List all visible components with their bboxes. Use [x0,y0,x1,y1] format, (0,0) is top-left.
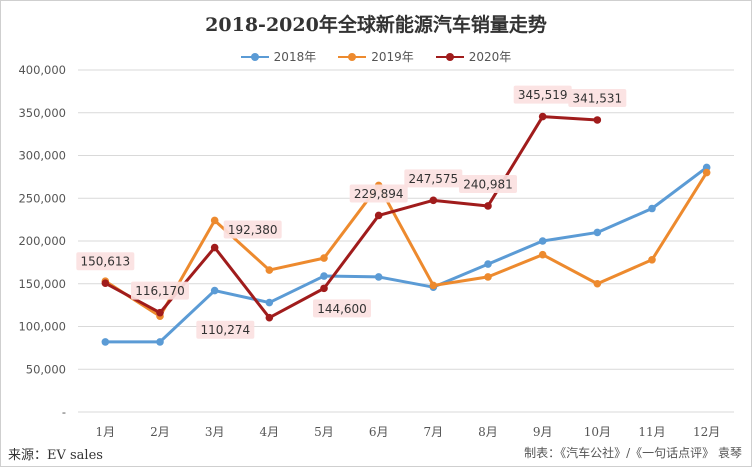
source-note: 来源：EV sales [8,448,103,463]
data-label: 240,981 [463,177,513,191]
x-tick-label: 3月 [205,425,225,439]
data-label-box [459,174,517,193]
data-point [210,216,219,225]
data-label-box [196,320,255,339]
data-label: 116,170 [135,284,185,298]
x-tick-label: 7月 [424,425,444,439]
data-point [101,338,110,346]
data-point [429,196,438,205]
data-label-box [349,184,408,203]
x-tick-label: 5月 [314,425,334,439]
data-label-box [313,299,371,318]
legend-swatch [338,51,367,63]
data-label: 229,894 [354,187,404,201]
legend-label: 2019年 [371,50,414,64]
data-label: 345,519 [518,88,568,102]
x-tick-label: 1月 [96,425,116,439]
data-point [538,250,547,259]
data-point [648,204,656,213]
data-point [101,279,110,288]
data-point [320,254,328,262]
x-tick-label: 9月 [533,425,553,439]
y-tick-label: 50,000 [26,362,66,376]
data-point [156,338,164,346]
credit-note: 制表：《汽车公社》/《一句话点评》 袁琴 [524,446,742,460]
data-label-box [131,281,189,300]
data-label-box [568,88,627,107]
x-tick-label: 6月 [369,425,389,439]
data-point [538,112,547,121]
data-point [702,168,711,177]
x-tick-label: 4月 [260,425,280,439]
data-point [374,211,383,220]
data-point [265,313,274,322]
y-tick-label: 200,000 [18,234,66,248]
legend-item: 2020年 [435,48,512,65]
legend-label: 2018年 [273,50,317,64]
data-label: 247,575 [409,172,459,186]
data-point [374,273,383,281]
chart-legend: 2018年 2019年 2020年 [0,48,752,65]
data-point [593,279,602,288]
x-tick-label: 10月 [584,425,611,439]
x-tick-label: 8月 [478,425,498,439]
data-label-box [223,220,282,239]
data-point [320,272,328,280]
data-label-box [76,252,135,271]
data-label-box [513,85,572,104]
data-label: 144,600 [317,302,367,316]
data-point [538,237,547,245]
legend-label: 2020年 [468,50,512,64]
data-label: 150,613 [81,255,131,269]
y-tick-label: 300,000 [18,149,66,163]
y-tick-label: 350,000 [18,106,66,120]
y-tick-label: 400,000 [18,63,66,77]
legend-swatch [435,51,464,63]
y-tick-label: 150,000 [18,277,66,291]
y-tick-label: 250,000 [18,191,66,205]
x-tick-label: 2月 [150,425,170,439]
data-point [593,228,602,237]
data-point [648,256,656,264]
series-line [104,115,598,320]
legend-item: 2018年 [240,48,317,65]
data-point [265,298,274,307]
y-tick-label: 100,000 [18,320,66,334]
data-label: 341,531 [573,91,623,105]
series-line [105,166,708,344]
y-tick-label: - [62,405,66,419]
data-point [320,284,328,293]
chart-title: 2018-2020年全球新能源汽车销量走势 [205,14,547,36]
legend-swatch [240,51,269,63]
legend-item: 2019年 [338,48,414,65]
series-line [104,171,708,318]
data-label: 110,274 [201,323,251,337]
data-point [593,116,602,124]
data-point [484,260,492,268]
data-point [265,266,274,274]
data-point [210,286,219,295]
data-point [484,202,492,210]
data-point [156,308,164,317]
data-label: 192,380 [228,223,278,237]
x-tick-label: 12月 [693,425,720,439]
data-point [210,243,219,252]
data-label-box [404,169,463,188]
data-point [429,281,438,290]
x-tick-label: 11月 [638,425,665,439]
data-point [484,273,492,281]
